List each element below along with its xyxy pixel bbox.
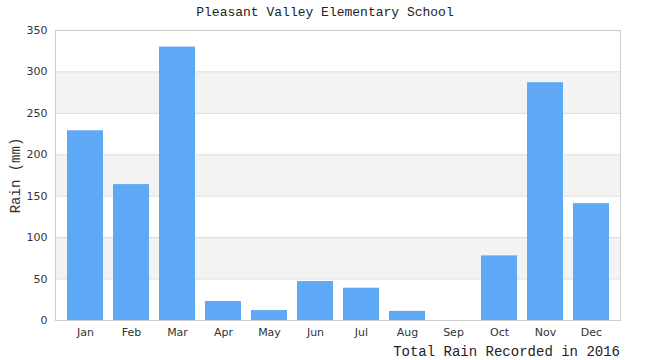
svg-text:250: 250 [27,107,48,120]
svg-text:Feb: Feb [122,326,141,339]
svg-text:Jun: Jun [306,326,324,339]
svg-text:Jan: Jan [76,326,94,339]
html-text:Total Rain Recorded in 2016: Total Rain Recorded in 2016 [393,344,620,360]
svg-text:Jul: Jul [354,326,368,339]
svg-text:350: 350 [27,24,48,37]
svg-text:Rain (mm): Rain (mm) [8,138,24,214]
svg-text:150: 150 [27,190,48,203]
svg-text:Aug: Aug [397,326,418,339]
svg-text:Sep: Sep [443,326,464,339]
svg-text:Mar: Mar [167,326,188,339]
svg-text:May: May [258,326,281,339]
svg-text:Apr: Apr [214,326,234,339]
svg-text:0: 0 [41,314,48,327]
svg-text:100: 100 [27,231,48,244]
html-text:Pleasant Valley Elementary Sch: Pleasant Valley Elementary School [196,5,454,20]
svg-text:200: 200 [27,148,48,161]
svg-text:Nov: Nov [535,326,557,339]
svg-text:Oct: Oct [490,326,510,339]
svg-text:50: 50 [34,273,48,286]
svg-text:Dec: Dec [581,326,602,339]
svg-text:300: 300 [27,65,48,78]
